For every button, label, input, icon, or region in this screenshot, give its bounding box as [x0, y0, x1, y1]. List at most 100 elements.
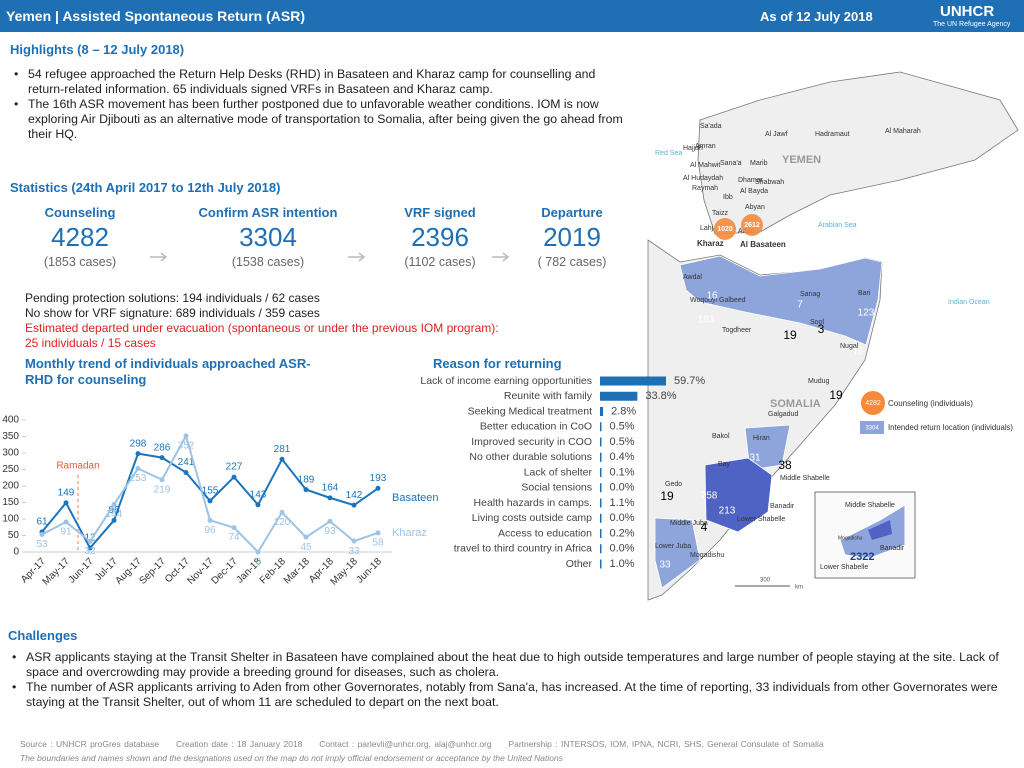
counseling-circle: [714, 218, 736, 240]
point: [255, 549, 261, 555]
value-label: 1.1%: [610, 497, 635, 509]
stat-box: Departure 2019 ( 782 cases): [492, 205, 652, 269]
bar: [600, 559, 602, 569]
inset-label: Banadir: [880, 545, 905, 552]
category-label: travel to third country in Africa: [454, 543, 592, 555]
data-label: 143: [250, 489, 267, 500]
highlights-title: Highlights (8 – 12 July 2018): [10, 42, 185, 57]
map-label: Indian Ocean: [948, 299, 990, 306]
footer-line: Source : UNHCR proGres database Creation…: [20, 739, 824, 749]
point: [135, 451, 141, 457]
map-label: Galgadud: [768, 411, 798, 418]
return-value: 31: [749, 453, 761, 464]
return-value: 16: [852, 347, 864, 358]
map-label: Hadramaut: [815, 131, 850, 138]
map-label: Amran: [695, 143, 716, 150]
category-label: Seeking Medical treatment: [468, 405, 592, 417]
value-label: 0.4%: [610, 451, 635, 463]
legend-value: 3304: [865, 426, 879, 432]
counseling-value: 1020: [717, 226, 733, 233]
bar: [600, 529, 602, 538]
map-label: Marib: [750, 160, 768, 167]
point: [327, 495, 333, 501]
map-label: Al Basateen: [740, 240, 786, 249]
point: [63, 500, 69, 506]
stat-cases: ( 782 cases): [537, 255, 607, 269]
data-label: 241: [178, 457, 195, 468]
return-value: 38: [778, 458, 792, 472]
region-north: [679, 255, 883, 346]
map-label: YEMEN: [782, 154, 821, 166]
bar: [600, 437, 602, 447]
data-label: 74: [228, 532, 240, 543]
category-label: Lack of income earning opportunities: [420, 375, 592, 387]
map-label: Awdal: [683, 274, 702, 281]
stat-value: 4282: [51, 222, 109, 252]
return-value: 183: [698, 315, 715, 326]
region-lower-juba: [654, 517, 701, 589]
value-label: 59.7%: [674, 375, 705, 387]
map-label: Abyan: [745, 204, 765, 211]
footer-item: Contact : parlevli@unhcr.org, alaj@unhcr…: [319, 739, 492, 749]
yemen-shape: [697, 71, 1019, 235]
stat-label: Confirm ASR intention: [198, 205, 338, 220]
return-value: 3: [818, 322, 825, 336]
return-value: 213: [719, 506, 736, 517]
point: [351, 502, 357, 508]
value-label: 0.5%: [610, 421, 635, 433]
map-label: Sa'ada: [700, 123, 722, 130]
point: [327, 518, 333, 524]
data-label: 93: [324, 526, 336, 537]
map-label: Bay: [718, 461, 731, 468]
header-title: Yemen | Assisted Spontaneous Return (ASR…: [6, 8, 306, 24]
map-label: Raymah: [692, 185, 718, 192]
return-value: 33: [659, 560, 671, 571]
point: [111, 517, 117, 523]
bar: [600, 468, 602, 477]
map-label: Ibb: [723, 194, 733, 201]
stat-arrows: [150, 252, 510, 262]
stat-cases: (1102 cases): [404, 255, 476, 269]
x-tick-label: May-17: [41, 556, 73, 588]
x-tick-label: Jun-18: [355, 556, 385, 586]
challenges-title: Challenges: [8, 628, 78, 643]
inset-label: Middle Shabelle: [845, 502, 895, 509]
data-label: 219: [154, 484, 171, 495]
map-label: Arabian Sea: [818, 222, 857, 229]
value-label: 0.0%: [610, 543, 635, 555]
point: [183, 433, 189, 439]
map-label: Gedo: [665, 481, 682, 488]
y-tick-label: 150: [2, 497, 19, 508]
value-label: 33.8%: [645, 390, 676, 402]
return-value: 258: [701, 491, 718, 502]
logo-sub: The UN Refugee Agency: [933, 21, 1011, 28]
map-label: Lower Juba: [655, 543, 691, 550]
category-label: Better education in CoO: [480, 421, 592, 433]
point: [135, 466, 141, 472]
map-label: Mudug: [808, 378, 830, 385]
point: [87, 545, 93, 551]
legend-circle: [861, 391, 885, 415]
bar: [600, 452, 602, 462]
bar: [600, 407, 604, 416]
data-label: 149: [58, 487, 75, 498]
line-chart-title: Monthly trend of individuals approached …: [25, 356, 311, 387]
stat-cases: (1538 cases): [231, 255, 305, 269]
category-label: Social tensions: [521, 482, 592, 494]
stat-value: 3304: [239, 222, 297, 252]
note: No show for VRF signature: 689 individua…: [25, 306, 320, 320]
map-label: Sanag: [800, 291, 820, 298]
challenges-list: ASR applicants staying at the Transit Sh…: [6, 650, 1006, 710]
return-value: 16: [706, 291, 718, 302]
map-label: Nugal: [840, 343, 859, 350]
stat-box: VRF signed 2396 (1102 cases): [360, 205, 520, 269]
point: [183, 469, 189, 475]
footer-item: Partnership : INTERSOS, IOM, IPNA, NCRI,…: [508, 739, 824, 749]
point: [303, 487, 309, 493]
point: [87, 538, 93, 544]
point: [63, 519, 69, 525]
data-label: 155: [202, 485, 219, 496]
point: [279, 509, 285, 515]
point: [351, 538, 357, 544]
